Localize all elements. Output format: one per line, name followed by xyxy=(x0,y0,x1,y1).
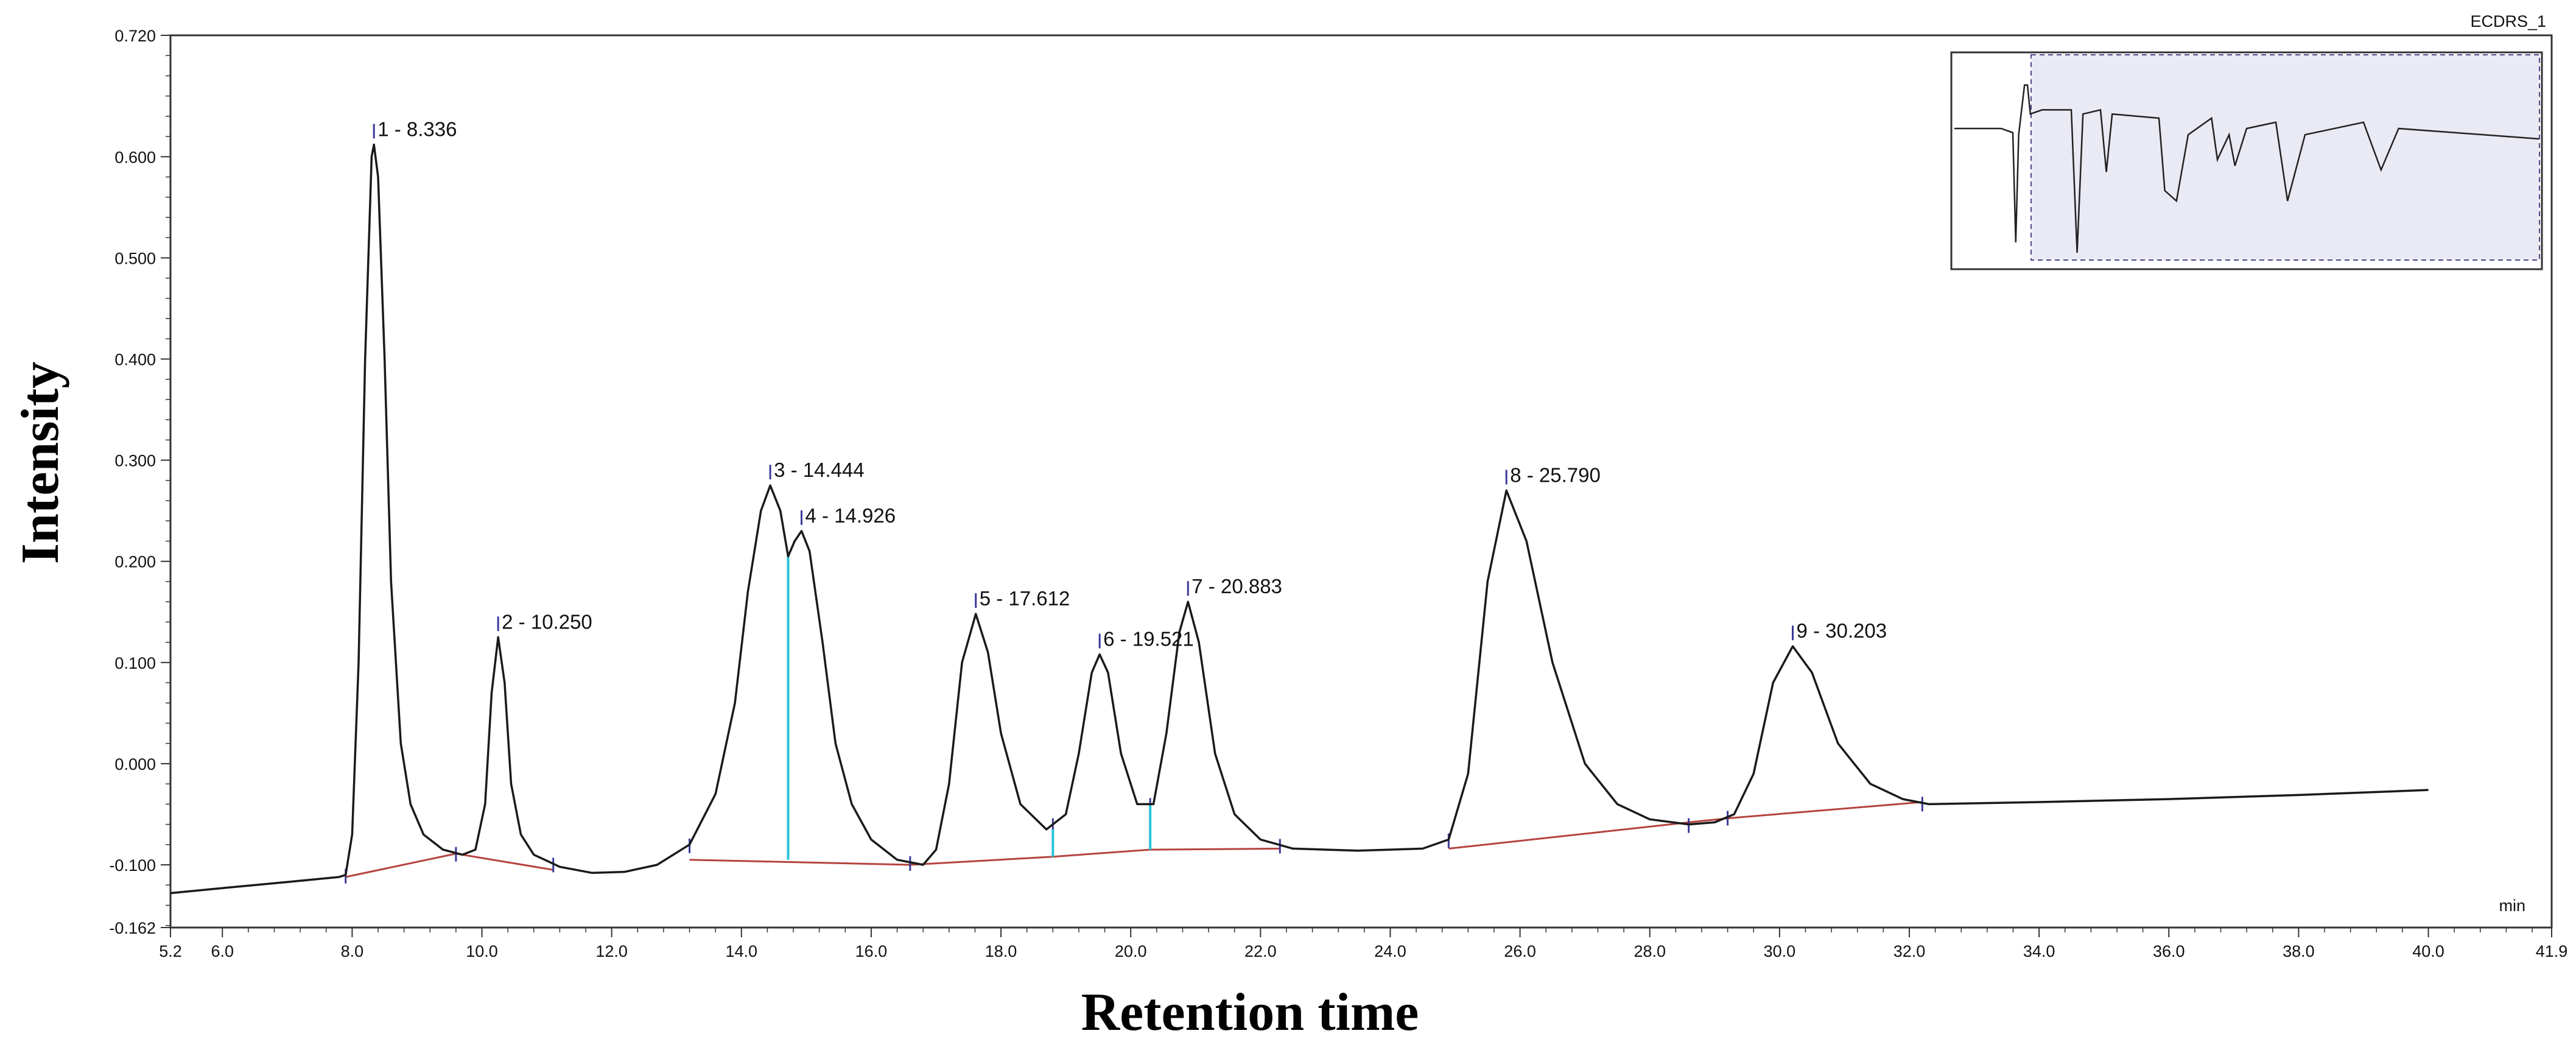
x-tick-label: 5.2 xyxy=(159,942,182,960)
chromatogram-trace xyxy=(170,143,2429,895)
peak-label: 6 - 19.521 xyxy=(1103,628,1194,650)
x-tick-label: 30.0 xyxy=(1764,942,1796,960)
y-tick-label: 0.100 xyxy=(114,654,156,672)
x-tick-label: 16.0 xyxy=(855,942,888,960)
overview-trace-group xyxy=(1954,84,2539,253)
x-tick-label: 28.0 xyxy=(1634,942,1666,960)
x-axis-title: Retention time xyxy=(1081,983,1419,1042)
x-tick-label: 34.0 xyxy=(2023,942,2055,960)
overview-trace xyxy=(1954,84,2539,253)
peak-label: 9 - 30.203 xyxy=(1796,619,1887,642)
y-tick-label: 0.500 xyxy=(114,249,156,267)
x-tick-label: 22.0 xyxy=(1244,942,1277,960)
x-tick-label: 18.0 xyxy=(985,942,1017,960)
x-tick-label: 41.9 xyxy=(2536,942,2568,960)
peak-label: 8 - 25.790 xyxy=(1510,463,1601,486)
y-tick-label: 0.000 xyxy=(114,755,156,773)
y-tick-label: 0.400 xyxy=(114,351,156,369)
x-tick-label: 38.0 xyxy=(2283,942,2315,960)
peak-label: 2 - 10.250 xyxy=(502,610,592,633)
y-tick-label: 0.300 xyxy=(114,452,156,470)
baseline-segment xyxy=(1448,801,1923,850)
x-tick-label: 24.0 xyxy=(1374,942,1406,960)
axis-ticks: 5.2 6.0 8.0 10.0 12.0 14.0 16.0 18.0 20.0 22.0 24.… xyxy=(109,27,2567,960)
x-tick-label: 36.0 xyxy=(2153,942,2185,960)
x-unit-label: min xyxy=(2499,896,2525,915)
overview-zoom-region[interactable] xyxy=(2030,54,2540,261)
y-tick-label: 0.720 xyxy=(114,27,156,45)
peak-drop-lines xyxy=(787,556,1152,860)
y-tick-label: -0.162 xyxy=(109,919,156,937)
trace-group xyxy=(170,143,2429,895)
peak-label: 1 - 8.336 xyxy=(377,118,457,140)
x-tick-label: 10.0 xyxy=(466,942,498,960)
x-tick-label: 12.0 xyxy=(595,942,628,960)
y-tick-label: 0.200 xyxy=(114,553,156,571)
peak-label: 5 - 17.612 xyxy=(980,587,1070,610)
x-tick-label: 32.0 xyxy=(1893,942,1926,960)
y-tick-label: -0.100 xyxy=(109,856,156,875)
peak-label: 7 - 20.883 xyxy=(1191,575,1282,597)
peak-label: 4 - 14.926 xyxy=(805,504,896,527)
x-tick-label: 14.0 xyxy=(726,942,758,960)
x-tick-label: 6.0 xyxy=(211,942,234,960)
peak-label: 3 - 14.444 xyxy=(774,459,865,481)
x-tick-label: 8.0 xyxy=(341,942,364,960)
plot-frame xyxy=(169,34,2553,929)
x-tick-label: 20.0 xyxy=(1115,942,1147,960)
y-axis-title: Intensity xyxy=(11,362,70,565)
dataset-name: ECDRS_1 xyxy=(2470,12,2546,30)
y-tick-label: 0.600 xyxy=(114,148,156,166)
overview-inset xyxy=(1950,51,2543,270)
peak-labels: 1 - 8.336 2 - 10.250 3 - 14.444 4 - 14.926 5… xyxy=(373,118,1887,650)
x-tick-label: 26.0 xyxy=(1504,942,1536,960)
x-tick-label: 40.0 xyxy=(2412,942,2444,960)
